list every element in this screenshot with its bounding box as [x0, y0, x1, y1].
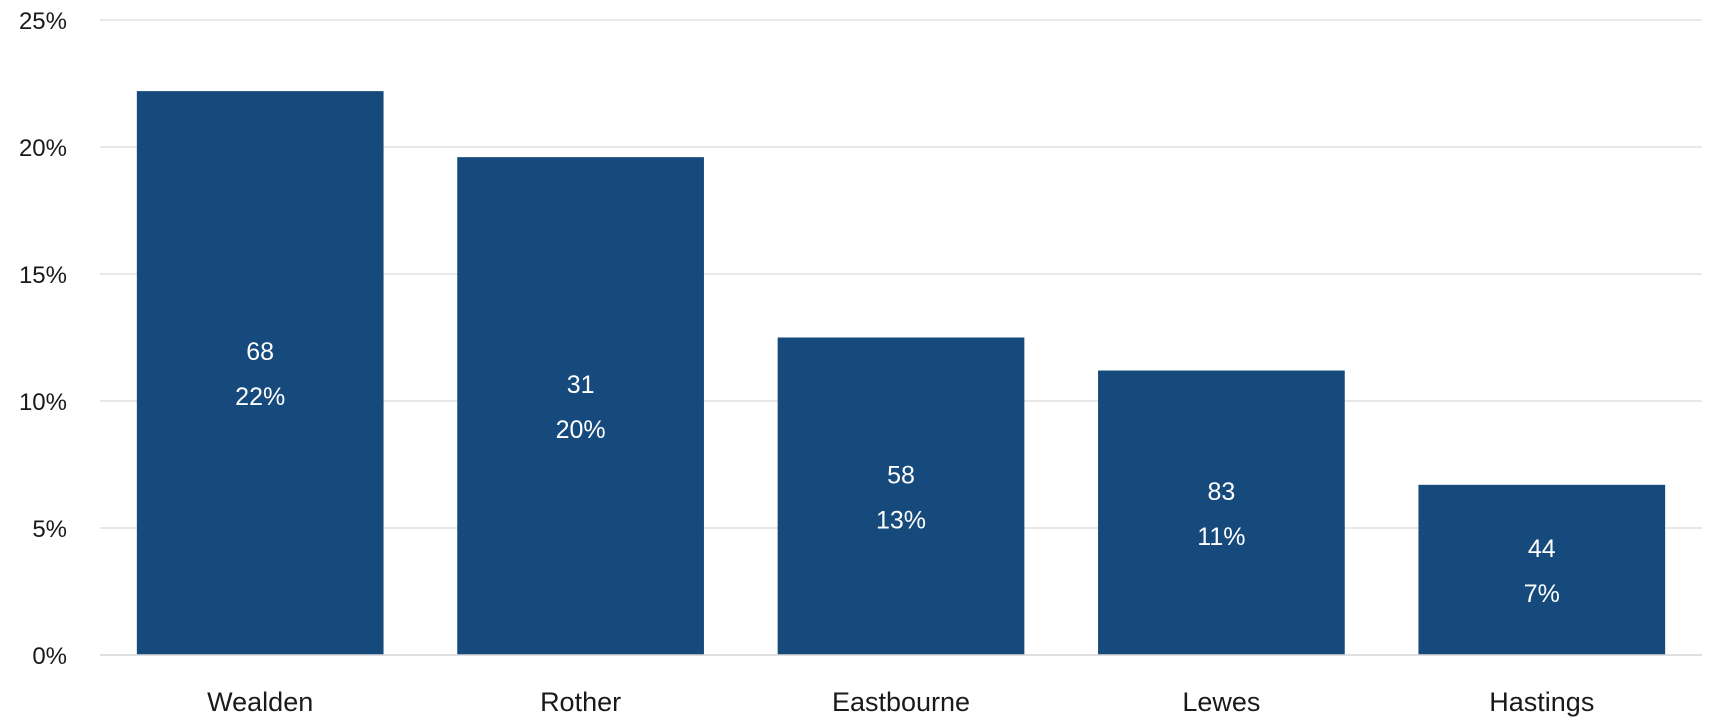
y-tick-label: 0%	[32, 643, 67, 670]
y-tick-label: 10%	[19, 389, 67, 416]
x-category-label: Eastbourne	[832, 687, 970, 717]
bar-percent-label: 20%	[556, 416, 606, 444]
bar	[136, 91, 384, 656]
x-category-label: Lewes	[1182, 687, 1260, 717]
y-tick-label: 20%	[19, 135, 67, 162]
x-category-label: Rother	[540, 687, 621, 717]
bar	[777, 337, 1025, 655]
bar-percent-label: 22%	[235, 383, 285, 411]
bar	[1418, 484, 1666, 655]
bar-count-label: 68	[246, 338, 274, 366]
bar-count-label: 44	[1528, 535, 1556, 563]
bar	[1098, 370, 1345, 655]
bar-count-label: 31	[567, 371, 595, 399]
y-tick-label: 15%	[19, 262, 67, 289]
bar-percent-label: 13%	[876, 506, 926, 534]
bar-percent-label: 11%	[1197, 523, 1245, 551]
x-axis: Wealden Rother Eastbourne Lewes Hastings	[100, 654, 1702, 717]
bar-count-label: 83	[1207, 478, 1235, 506]
bar-count-label: 58	[887, 461, 915, 489]
bars: 68 22% 31 20% 58 13% 83 11% 44 7%	[136, 91, 1666, 656]
y-axis: 0% 5% 10% 15% 20% 25%	[19, 8, 67, 670]
x-category-label: Hastings	[1489, 687, 1594, 717]
bar-percent-label: 7%	[1524, 580, 1560, 608]
x-category-label: Wealden	[207, 687, 313, 717]
bar	[457, 157, 704, 655]
y-tick-label: 5%	[32, 516, 67, 543]
y-tick-label: 25%	[19, 8, 67, 35]
